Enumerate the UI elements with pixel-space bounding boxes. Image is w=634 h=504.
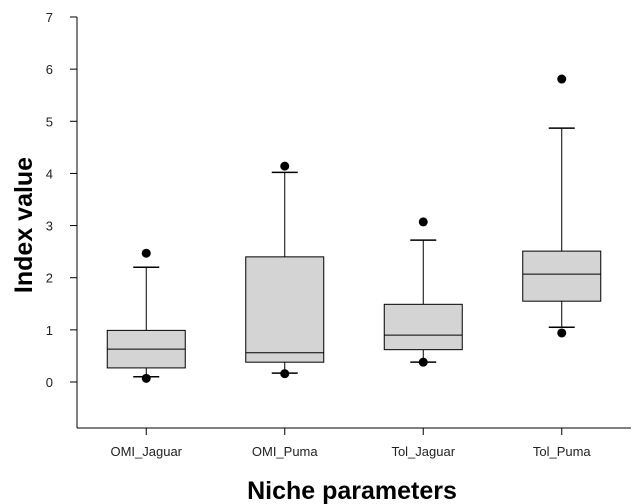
outlier-point xyxy=(280,161,290,171)
outlier-point xyxy=(280,369,290,379)
y-tick-label: 4 xyxy=(46,166,53,181)
y-tick-label: 3 xyxy=(46,219,53,234)
x-tick-label: Tol_Jaguar xyxy=(391,444,455,459)
y-tick-label: 1 xyxy=(46,323,53,338)
y-axis-title: Index value xyxy=(10,157,38,293)
box-OMI_Puma xyxy=(245,256,325,363)
y-tick-label: 7 xyxy=(46,10,53,25)
y-tick-label: 5 xyxy=(46,114,53,129)
plot-area: 0 1 2 3 4 5 6 7 OMI_Jaguar OMI_Puma Tol_Jaguar Tol_… xyxy=(46,10,631,459)
x-axis-title: Niche parameters xyxy=(247,477,457,504)
outlier-point xyxy=(418,217,428,227)
y-tick-label: 2 xyxy=(46,271,53,286)
outlier-point xyxy=(557,74,567,84)
outlier-point xyxy=(141,248,151,258)
x-tick-label: Tol_Puma xyxy=(533,444,592,459)
box-Tol_Jaguar xyxy=(383,303,463,351)
x-tick-label: OMI_Jaguar xyxy=(110,444,182,459)
y-tick-label: 0 xyxy=(46,375,53,390)
box-Tol_Puma xyxy=(522,250,602,302)
outlier-point xyxy=(557,328,567,338)
outlier-point xyxy=(418,357,428,367)
x-tick-label: OMI_Puma xyxy=(252,444,319,459)
y-tick-label: 6 xyxy=(46,62,53,77)
outlier-point xyxy=(141,373,151,383)
